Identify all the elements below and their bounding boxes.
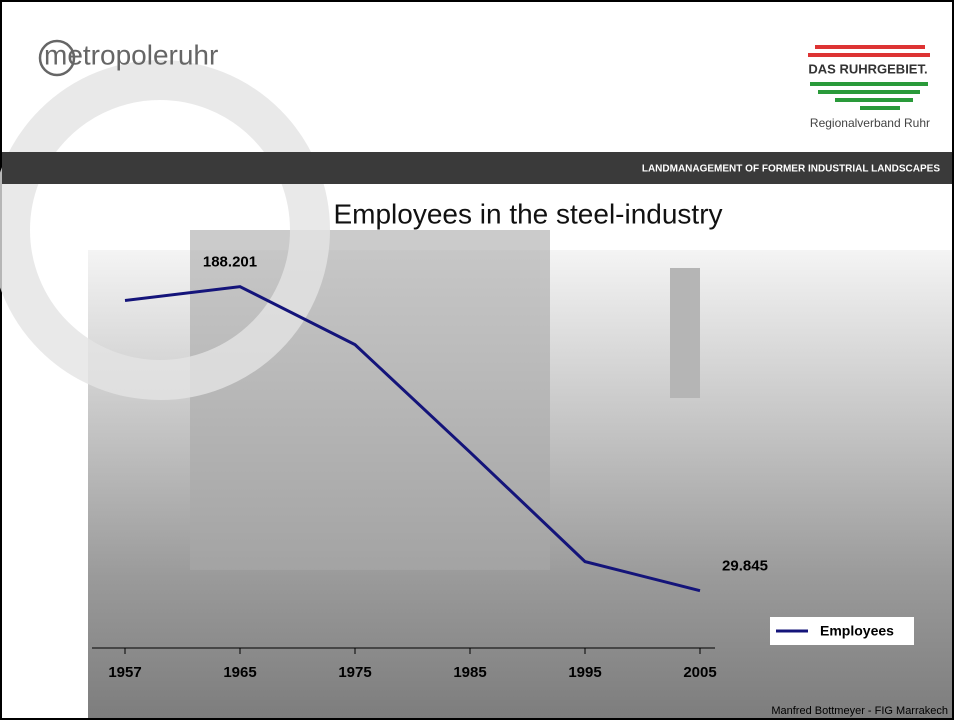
slide: metropoleruhr DAS RUHRGEBIET. Regionalve… bbox=[0, 0, 954, 720]
chimney-shape bbox=[670, 268, 700, 398]
legend-label: Employees bbox=[820, 623, 894, 639]
x-tick-label: 1957 bbox=[108, 664, 141, 681]
x-tick-label: 2005 bbox=[683, 664, 716, 681]
footer: Manfred Bottmeyer - FIG Marrakech bbox=[771, 705, 948, 717]
x-tick-label: 1985 bbox=[453, 664, 486, 681]
organisation: Regionalverband Ruhr bbox=[810, 116, 930, 130]
logo-right: DAS RUHRGEBIET. bbox=[808, 61, 927, 76]
value-label: 29.845 bbox=[722, 558, 768, 575]
x-tick-label: 1975 bbox=[338, 664, 371, 681]
factory-shape bbox=[190, 230, 550, 570]
x-tick-label: 1965 bbox=[223, 664, 256, 681]
logo-left: metropoleruhr bbox=[44, 39, 218, 70]
x-tick-label: 1995 bbox=[568, 664, 601, 681]
chart-title: Employees in the steel-industry bbox=[333, 198, 722, 229]
value-label: 188.201 bbox=[203, 254, 257, 271]
page: metropoleruhr DAS RUHRGEBIET. Regionalve… bbox=[0, 0, 954, 725]
banner-text: LANDMANAGEMENT OF FORMER INDUSTRIAL LAND… bbox=[642, 164, 940, 175]
